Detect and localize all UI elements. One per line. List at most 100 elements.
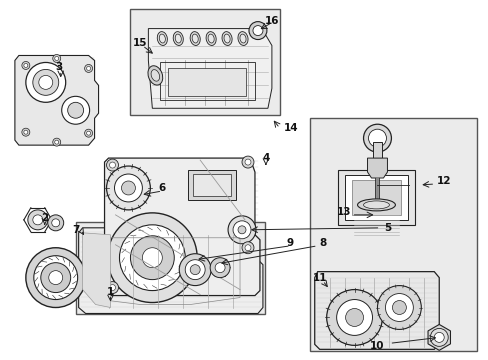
Circle shape <box>242 242 253 254</box>
Bar <box>76 222 264 315</box>
Circle shape <box>368 129 386 147</box>
Circle shape <box>53 54 61 62</box>
Circle shape <box>33 69 59 95</box>
Text: 11: 11 <box>312 273 326 283</box>
Circle shape <box>106 159 118 171</box>
Bar <box>160 62 254 100</box>
Circle shape <box>385 293 412 321</box>
Circle shape <box>106 282 118 293</box>
Circle shape <box>33 215 42 225</box>
Ellipse shape <box>173 32 183 45</box>
Bar <box>337 170 414 225</box>
Circle shape <box>252 26 263 36</box>
Circle shape <box>61 96 89 124</box>
Text: 12: 12 <box>436 176 451 186</box>
Bar <box>130 9 279 115</box>
Circle shape <box>242 156 253 168</box>
Circle shape <box>244 245 250 251</box>
Text: 16: 16 <box>264 15 279 26</box>
Circle shape <box>121 181 135 195</box>
Circle shape <box>109 162 115 168</box>
Ellipse shape <box>159 34 165 43</box>
Circle shape <box>142 248 162 268</box>
Ellipse shape <box>238 32 247 45</box>
Bar <box>193 174 230 196</box>
Bar <box>309 118 476 351</box>
Circle shape <box>244 159 250 165</box>
Ellipse shape <box>357 199 395 211</box>
Ellipse shape <box>208 34 214 43</box>
Circle shape <box>210 258 229 278</box>
Circle shape <box>130 236 174 280</box>
Bar <box>372 142 382 158</box>
Circle shape <box>326 289 382 345</box>
Circle shape <box>49 271 62 285</box>
Polygon shape <box>367 158 386 178</box>
Circle shape <box>24 63 28 67</box>
Circle shape <box>114 174 142 202</box>
Bar <box>371 200 383 208</box>
Bar <box>344 175 407 220</box>
Circle shape <box>363 124 390 152</box>
Polygon shape <box>427 324 449 350</box>
Circle shape <box>41 263 71 293</box>
Circle shape <box>107 213 197 302</box>
Circle shape <box>185 260 205 280</box>
Circle shape <box>22 128 30 136</box>
Polygon shape <box>79 228 263 314</box>
Text: 15: 15 <box>133 37 147 48</box>
Bar <box>351 180 401 215</box>
Circle shape <box>429 328 447 346</box>
Text: 1: 1 <box>107 287 114 297</box>
Text: 5: 5 <box>384 223 391 233</box>
Circle shape <box>227 216 255 244</box>
Text: 10: 10 <box>369 341 384 351</box>
Ellipse shape <box>151 69 159 81</box>
Circle shape <box>55 140 59 144</box>
Circle shape <box>392 301 406 315</box>
Circle shape <box>86 67 90 71</box>
Circle shape <box>119 225 185 291</box>
Circle shape <box>28 210 48 230</box>
Text: 14: 14 <box>283 123 298 133</box>
Circle shape <box>233 221 250 239</box>
Text: 2: 2 <box>41 213 48 223</box>
Circle shape <box>22 62 30 69</box>
Circle shape <box>345 309 363 327</box>
Text: 6: 6 <box>159 183 165 193</box>
Circle shape <box>52 219 60 227</box>
Polygon shape <box>104 158 260 296</box>
Ellipse shape <box>157 32 167 45</box>
Polygon shape <box>314 272 438 349</box>
Text: 7: 7 <box>73 225 80 235</box>
Circle shape <box>179 254 211 285</box>
Circle shape <box>53 138 61 146</box>
Circle shape <box>86 131 90 135</box>
Circle shape <box>84 129 92 137</box>
Circle shape <box>39 75 53 89</box>
Polygon shape <box>148 28 271 108</box>
Circle shape <box>67 102 83 118</box>
Polygon shape <box>82 233 110 307</box>
Bar <box>168 68 245 96</box>
Ellipse shape <box>222 32 232 45</box>
Ellipse shape <box>192 34 198 43</box>
Circle shape <box>84 64 92 72</box>
Text: 13: 13 <box>336 207 350 217</box>
Circle shape <box>377 285 421 329</box>
Ellipse shape <box>205 32 216 45</box>
Circle shape <box>106 166 150 210</box>
Circle shape <box>109 285 115 291</box>
Ellipse shape <box>224 34 230 43</box>
Polygon shape <box>15 55 99 145</box>
Circle shape <box>248 22 266 40</box>
Circle shape <box>55 57 59 60</box>
Bar <box>188 170 236 200</box>
Circle shape <box>24 130 28 134</box>
Circle shape <box>26 248 85 307</box>
Ellipse shape <box>175 34 181 43</box>
Circle shape <box>190 265 200 275</box>
Ellipse shape <box>363 201 388 209</box>
Circle shape <box>34 256 78 300</box>
Circle shape <box>215 263 224 273</box>
